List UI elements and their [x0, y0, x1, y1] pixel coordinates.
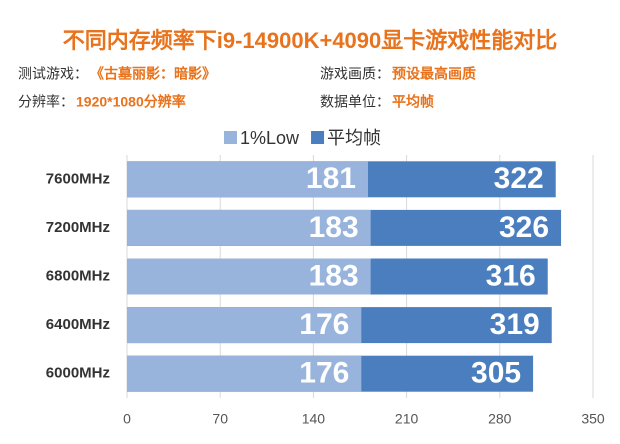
x-tick-label: 70: [212, 411, 228, 427]
x-tick-label: 280: [488, 411, 512, 427]
bar: [127, 258, 371, 295]
value-label: 181: [306, 162, 356, 195]
info-value: 1920*1080分辨率: [76, 94, 186, 110]
info-label: 测试游戏：: [18, 66, 88, 82]
bar: [127, 355, 362, 392]
bar: [127, 161, 368, 198]
value-label: 176: [299, 357, 349, 390]
y-tick-label: 6800MHz: [46, 267, 110, 284]
info-label: 游戏画质：: [320, 66, 390, 82]
y-tick-label: 7200MHz: [46, 219, 110, 236]
y-tick-label: 7600MHz: [46, 170, 110, 187]
legend-label: 1%Low: [240, 128, 300, 148]
info-value: 平均帧: [392, 94, 434, 110]
value-label: 319: [490, 308, 540, 341]
x-tick-label: 210: [395, 411, 419, 427]
value-label: 316: [486, 259, 536, 292]
legend-label: 平均帧: [327, 128, 381, 148]
value-label: 183: [309, 211, 359, 244]
legend-swatch: [311, 131, 325, 144]
x-tick-label: 140: [302, 411, 326, 427]
legend-swatch: [224, 131, 237, 144]
value-label: 176: [299, 308, 349, 341]
value-label: 326: [499, 211, 549, 244]
y-tick-label: 6000MHz: [46, 365, 110, 382]
value-label: 305: [471, 357, 521, 390]
info-value: 预设最高画质: [392, 66, 476, 82]
bar: [127, 307, 362, 344]
info-label: 分辨率：: [18, 94, 74, 110]
chart-title: 不同内存频率下i9-14900K+4090显卡游戏性能对比: [63, 28, 558, 53]
value-label: 183: [309, 259, 359, 292]
info-value: 《古墓丽影：暗影》: [90, 66, 216, 82]
info-label: 数据单位：: [320, 94, 390, 110]
value-label: 322: [494, 162, 544, 195]
x-tick-label: 0: [123, 411, 131, 427]
bar: [127, 209, 371, 246]
x-tick-label: 350: [581, 411, 605, 427]
y-tick-label: 6400MHz: [46, 316, 110, 333]
